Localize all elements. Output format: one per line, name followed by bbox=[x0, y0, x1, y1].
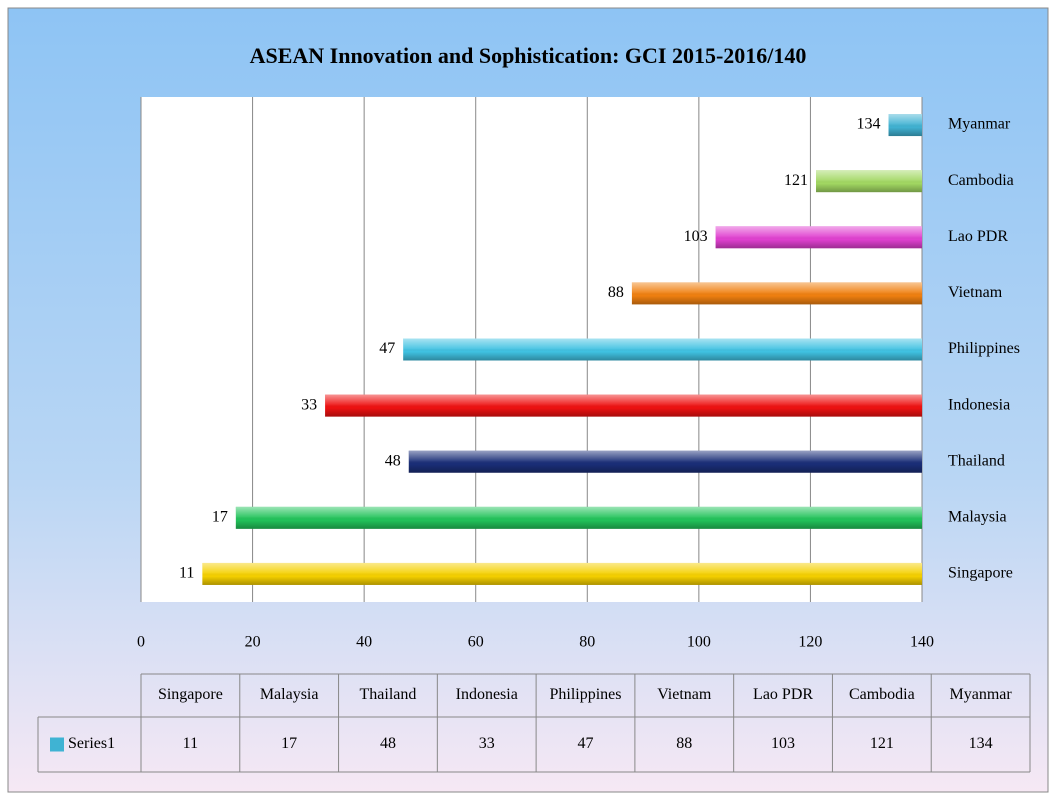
x-tick-label: 40 bbox=[356, 634, 372, 651]
bar-shine bbox=[325, 394, 922, 417]
bar-shine bbox=[631, 282, 922, 305]
value-label: 88 bbox=[608, 284, 624, 301]
table-header: Indonesia bbox=[456, 686, 518, 703]
x-tick-label: 80 bbox=[579, 634, 595, 651]
value-label: 48 bbox=[385, 452, 401, 469]
table-value: 33 bbox=[479, 735, 495, 752]
table-value: 103 bbox=[771, 735, 795, 752]
table-header: Cambodia bbox=[849, 686, 915, 703]
value-label: 103 bbox=[684, 228, 708, 245]
table-header: Philippines bbox=[549, 686, 621, 703]
chart-title: ASEAN Innovation and Sophistication: GCI… bbox=[250, 43, 807, 68]
table-value: 17 bbox=[281, 735, 297, 752]
category-label: Singapore bbox=[948, 565, 1013, 582]
legend-marker bbox=[50, 737, 64, 752]
bar-shine bbox=[403, 338, 922, 361]
value-label: 121 bbox=[784, 172, 808, 189]
table-value: 48 bbox=[380, 735, 396, 752]
value-label: 11 bbox=[179, 565, 194, 582]
category-label: Malaysia bbox=[948, 509, 1007, 526]
table-header: Vietnam bbox=[657, 686, 712, 703]
x-tick-label: 20 bbox=[245, 634, 261, 651]
table-header: Thailand bbox=[360, 686, 417, 703]
value-label: 134 bbox=[857, 116, 881, 133]
x-tick-label: 140 bbox=[910, 634, 934, 651]
table-value: 134 bbox=[969, 735, 993, 752]
bar-shine bbox=[816, 170, 922, 193]
table-value: 47 bbox=[578, 735, 594, 752]
legend-label: Series1 bbox=[68, 735, 115, 752]
x-tick-label: 60 bbox=[468, 634, 484, 651]
bar-shine bbox=[408, 450, 922, 473]
category-label: Cambodia bbox=[948, 172, 1014, 189]
category-label: Indonesia bbox=[948, 396, 1010, 413]
value-label: 47 bbox=[379, 340, 395, 357]
category-label: Vietnam bbox=[948, 284, 1003, 301]
bar-shine bbox=[235, 506, 923, 529]
category-label: Thailand bbox=[948, 452, 1005, 469]
x-tick-label: 0 bbox=[137, 634, 145, 651]
table-header: Myanmar bbox=[950, 686, 1013, 703]
category-label: Myanmar bbox=[948, 116, 1011, 133]
x-tick-label: 100 bbox=[687, 634, 711, 651]
category-label: Lao PDR bbox=[948, 228, 1008, 245]
table-header: Singapore bbox=[158, 686, 223, 703]
bar-shine bbox=[888, 114, 922, 137]
table-header: Lao PDR bbox=[753, 686, 813, 703]
table-header: Malaysia bbox=[260, 686, 319, 703]
value-label: 33 bbox=[301, 396, 317, 413]
x-tick-label: 120 bbox=[798, 634, 822, 651]
table-value: 121 bbox=[870, 735, 894, 752]
category-label: Philippines bbox=[948, 340, 1020, 357]
value-label: 17 bbox=[212, 509, 228, 526]
bar-shine bbox=[202, 562, 923, 585]
bar-shine bbox=[715, 226, 922, 249]
table-value: 88 bbox=[676, 735, 692, 752]
table-value: 11 bbox=[183, 735, 198, 752]
